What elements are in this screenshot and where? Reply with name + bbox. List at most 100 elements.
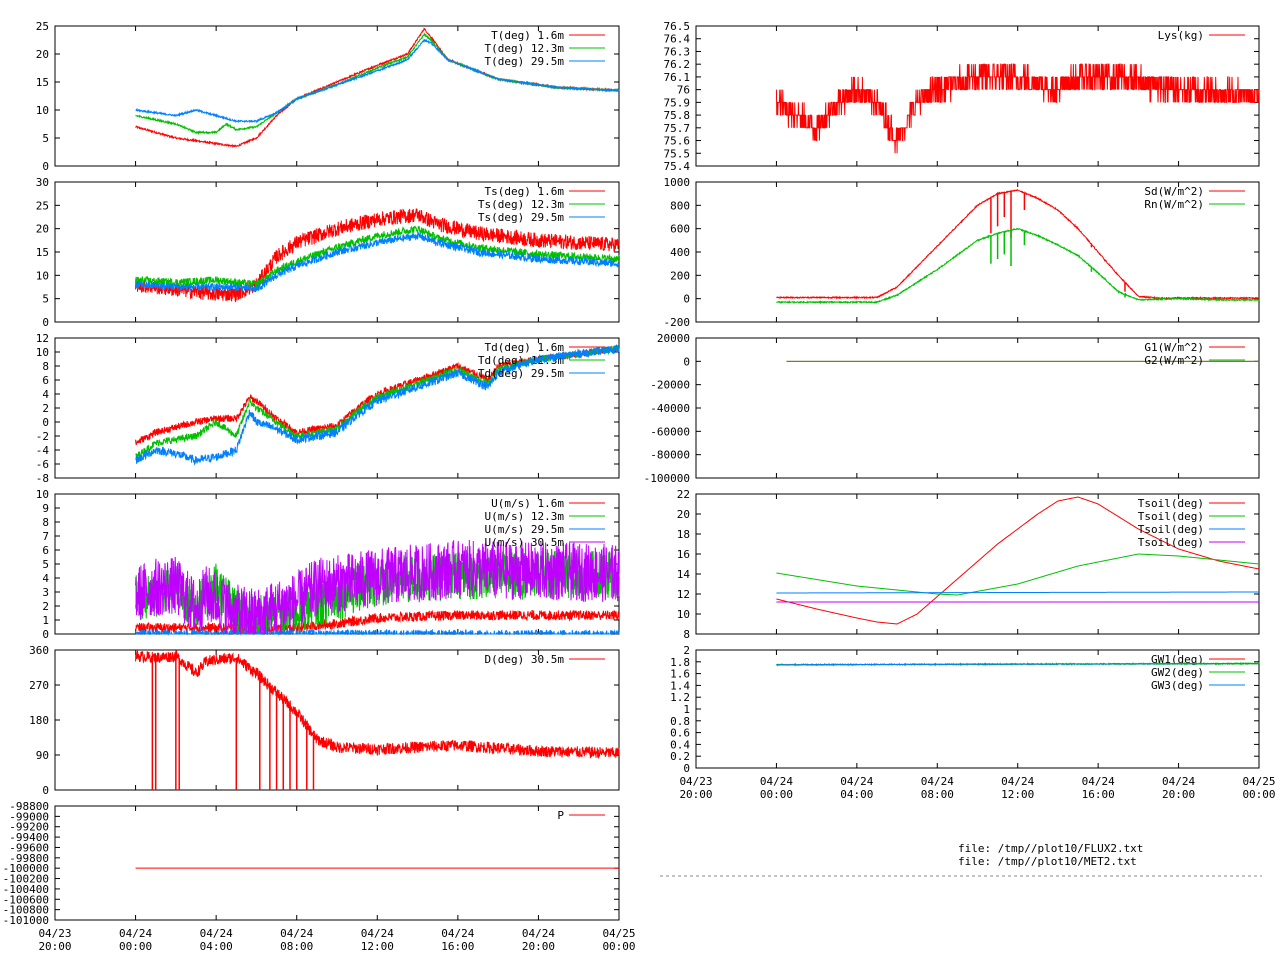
legend-label: Ts(deg) 29.5m: [478, 211, 564, 224]
y-tick-label: 1.2: [670, 691, 690, 704]
y-tick-label: 1000: [664, 176, 691, 189]
y-tick-label: 10: [36, 488, 49, 501]
y-tick-label: -6: [36, 458, 49, 471]
y-tick-label: 1.8: [670, 656, 690, 669]
y-tick-label: 90: [36, 749, 49, 762]
legend-label: Ts(deg) 12.3m: [478, 198, 564, 211]
y-tick-label: 0: [42, 316, 49, 329]
y-tick-label: 2: [42, 600, 49, 613]
y-tick-label: -99600: [9, 841, 49, 854]
x-tick-label: 04/24: [1082, 775, 1115, 788]
chart-wind-direction: 0 90 180 270 360 D(deg) 30.5m: [29, 644, 620, 797]
legend-label: GW1(deg): [1151, 653, 1204, 666]
x-tick-label: 04/24: [200, 927, 233, 940]
y-tick-label: 75.9: [664, 96, 691, 109]
y-tick-label: -100600: [3, 893, 49, 906]
chart-radiation: -200 0 200 400 600 800 1000 Sd(W/m^2)Rn(W/m^2): [664, 176, 1260, 329]
y-tick-label: -98800: [9, 800, 49, 813]
y-tick-label: 360: [29, 644, 49, 657]
y-tick-label: -99200: [9, 821, 49, 834]
y-tick-label: -2: [36, 430, 49, 443]
file-line-flux: file: /tmp//plot10/FLUX2.txt: [958, 842, 1143, 855]
y-tick-label: -100200: [3, 873, 49, 886]
plot-frame: [54, 805, 620, 921]
legend-label: Tsoil(deg): [1138, 497, 1204, 510]
y-tick-label: -200: [664, 316, 691, 329]
series-line: [135, 208, 620, 303]
y-tick-label: -20000: [650, 379, 690, 392]
y-tick-label: 75.5: [664, 147, 691, 160]
y-tick-label: 8: [683, 628, 690, 641]
y-tick-label: -100800: [3, 904, 49, 917]
legend-label: Lys(kg): [1158, 29, 1204, 42]
y-tick-label: 0: [42, 628, 49, 641]
y-tick-label: -8: [36, 472, 49, 485]
series-line: [776, 188, 1260, 301]
x-tick-label: 04/24: [119, 927, 152, 940]
x-tick-label: 04/23: [679, 775, 712, 788]
y-tick-label: -99400: [9, 831, 49, 844]
x-tick-label: 04:00: [200, 940, 233, 953]
y-tick-label: 5: [42, 132, 49, 145]
chart-ground-flux: -100000 -80000 -60000 -40000 -20000 0 20000 G1(…: [644, 332, 1260, 485]
legend-label: U(m/s) 29.5m: [485, 523, 565, 536]
series-line: [135, 231, 620, 293]
y-tick-label: 0: [42, 160, 49, 173]
y-tick-label: -101000: [3, 914, 49, 927]
y-tick-label: 0: [42, 784, 49, 797]
legend-label: U(m/s) 1.6m: [491, 497, 564, 510]
series-line: [135, 609, 620, 635]
y-tick-label: 5: [42, 293, 49, 306]
y-tick-label: 1.6: [670, 668, 690, 681]
y-tick-label: 4: [42, 388, 49, 401]
x-tick-label: 04/24: [760, 775, 793, 788]
y-tick-label: 400: [670, 246, 690, 259]
y-tick-label: 22: [677, 488, 690, 501]
y-tick-label: 14: [677, 568, 691, 581]
y-tick-label: 76: [677, 84, 690, 97]
y-tick-label: 600: [670, 223, 690, 236]
x-tick-label: 00:00: [119, 940, 152, 953]
y-tick-label: 8: [42, 516, 49, 529]
x-tick-label: 04/24: [1162, 775, 1195, 788]
legend-label: Tsoil(deg): [1138, 523, 1204, 536]
y-tick-label: 180: [29, 714, 49, 727]
y-tick-label: 7: [42, 530, 49, 543]
x-tick-label: 04/24: [280, 927, 313, 940]
x-tick-label: 20:00: [38, 940, 71, 953]
file-line-met: file: /tmp//plot10/MET2.txt: [958, 855, 1137, 868]
series-line: [776, 663, 1259, 666]
y-tick-label: 76.4: [664, 33, 691, 46]
legend-label: GW2(deg): [1151, 666, 1204, 679]
y-tick-label: 20000: [657, 332, 690, 345]
chart-temp: 0 5 10 15 20 25 T(deg) 1.6mT(deg) 12.3mT(deg) …: [36, 20, 620, 173]
x-tick-label: 04/24: [921, 775, 954, 788]
y-tick-label: 9: [42, 502, 49, 515]
y-tick-label: 0: [683, 293, 690, 306]
x-tick-label: 20:00: [522, 940, 555, 953]
y-tick-label: 12: [36, 332, 49, 345]
y-tick-label: 25: [36, 20, 49, 33]
legend-label: G2(W/m^2): [1144, 354, 1204, 367]
series-line: [135, 38, 620, 124]
legend-label: Tsoil(deg): [1138, 536, 1204, 549]
y-tick-label: 8: [42, 360, 49, 373]
y-tick-label: 0.6: [670, 727, 690, 740]
x-tick-label: 04:00: [840, 788, 873, 801]
series-line: [776, 496, 1260, 625]
y-tick-label: 25: [36, 199, 49, 212]
y-tick-label: 76.5: [664, 20, 691, 33]
y-tick-label: 20: [677, 508, 690, 521]
series-line: [776, 227, 1260, 305]
y-tick-label: 0.8: [670, 715, 690, 728]
legend-label: G1(W/m^2): [1144, 341, 1204, 354]
x-tick-label: 04/24: [441, 927, 474, 940]
x-tick-label: 12:00: [1001, 788, 1034, 801]
y-tick-label: 0.2: [670, 750, 690, 763]
y-tick-label: -40000: [650, 402, 690, 415]
legend-label: T(deg) 29.5m: [485, 55, 565, 68]
legend-label: U(m/s) 12.3m: [485, 510, 565, 523]
series-line: [135, 344, 620, 445]
